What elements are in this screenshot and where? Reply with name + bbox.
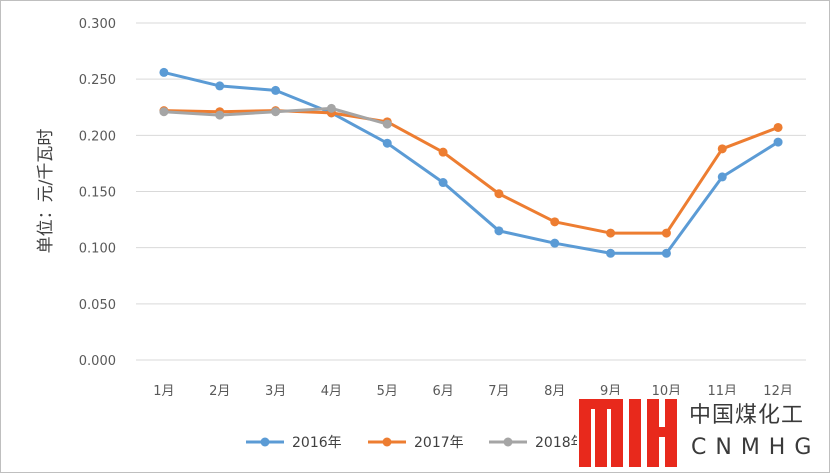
x-tick-label: 1月 [153,384,174,399]
data-point [661,228,671,238]
data-point [606,248,616,258]
watermark-sub: CNMHG [691,435,821,460]
series-1 [159,67,783,258]
data-point [494,189,504,199]
legend-label: 2018年 [535,435,585,451]
grid [136,22,806,361]
y-axis-label: 单位：元/千瓦时 [36,129,56,254]
series [159,67,783,258]
x-tick-label: 8月 [544,384,565,399]
legend-item: 2016年 [246,435,342,451]
legend-item: 2018年 [489,435,585,451]
data-point [271,85,281,95]
legend-label: 2016年 [292,435,342,451]
data-point [438,178,448,188]
y-axis-ticks: 0.000 0.050 0.100 0.150 0.200 0.250 0.300 [79,17,116,369]
y-tick-label: 0.200 [79,129,116,144]
y-tick-label: 0.000 [79,354,116,369]
series-line [163,109,779,235]
y-tick-label: 0.250 [79,73,116,88]
data-point [159,67,169,77]
data-point [661,248,671,258]
legend-item: 2017年 [368,435,464,451]
legend-marker [503,437,513,447]
x-tick-label: 3月 [265,384,286,399]
data-point [382,119,392,129]
y-tick-label: 0.300 [79,17,116,32]
data-point [271,107,281,117]
data-point [717,172,727,182]
data-point [717,144,727,154]
data-point [326,103,336,113]
legend-label: 2017年 [414,435,464,451]
x-tick-label: 7月 [488,384,509,399]
data-point [773,122,783,132]
data-point [494,226,504,236]
y-tick-label: 0.050 [79,298,116,313]
data-point [159,107,169,117]
x-tick-label: 5月 [377,384,398,399]
data-point [382,138,392,148]
legend-marker [260,437,270,447]
data-point [438,147,448,157]
series-2 [159,106,783,238]
series-line [163,70,779,255]
x-tick-label: 6月 [432,384,453,399]
x-tick-label: 4月 [321,384,342,399]
data-point [606,228,616,238]
y-tick-label: 0.150 [79,186,116,201]
data-point [550,217,560,227]
watermark-name: 中国煤化工 [689,403,805,428]
watermark-logo: 中国煤化工 CNMHG [577,395,829,471]
legend-marker [382,437,392,447]
legend: 2016年 2017年 2018年 [246,435,585,451]
logo-mark-icon [579,399,677,467]
data-point [550,238,560,248]
series-3 [159,103,392,129]
y-tick-label: 0.100 [79,242,116,257]
data-point [773,137,783,147]
data-point [215,81,225,91]
x-tick-label: 2月 [209,384,230,399]
data-point [215,110,225,120]
